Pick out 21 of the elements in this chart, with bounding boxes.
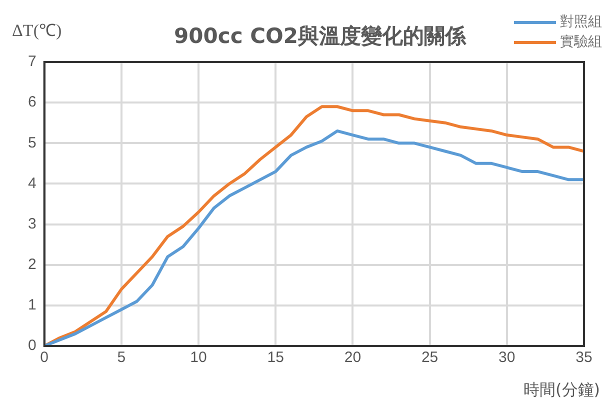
y-tick-label: 5 bbox=[28, 134, 36, 152]
x-tick-label: 35 bbox=[576, 349, 592, 366]
x-tick-label: 0 bbox=[40, 349, 49, 366]
legend-label: 對照組 bbox=[560, 13, 602, 31]
x-axis-title: 時間(分鐘) bbox=[524, 380, 600, 401]
y-tick-label: 3 bbox=[28, 215, 36, 232]
x-tick-label: 10 bbox=[190, 349, 207, 366]
y-tick-label: 4 bbox=[28, 174, 36, 192]
y-axis-title: ΔT(℃) bbox=[12, 20, 62, 41]
x-tick-label: 25 bbox=[421, 349, 438, 366]
y-tick-label: 2 bbox=[28, 256, 36, 273]
legend-label: 實驗組 bbox=[560, 33, 602, 51]
x-tick-label: 15 bbox=[267, 349, 284, 366]
y-tick-label: 7 bbox=[28, 53, 36, 70]
x-tick-label: 5 bbox=[117, 349, 126, 366]
x-tick-label: 20 bbox=[344, 349, 362, 366]
y-tick-label: 1 bbox=[28, 296, 36, 314]
chart-title: 900cc CO2與溫度變化的關係 bbox=[173, 23, 468, 50]
y-tick-label: 6 bbox=[28, 94, 36, 111]
y-tick-label: 0 bbox=[28, 337, 36, 354]
x-tick-label: 30 bbox=[498, 349, 516, 366]
